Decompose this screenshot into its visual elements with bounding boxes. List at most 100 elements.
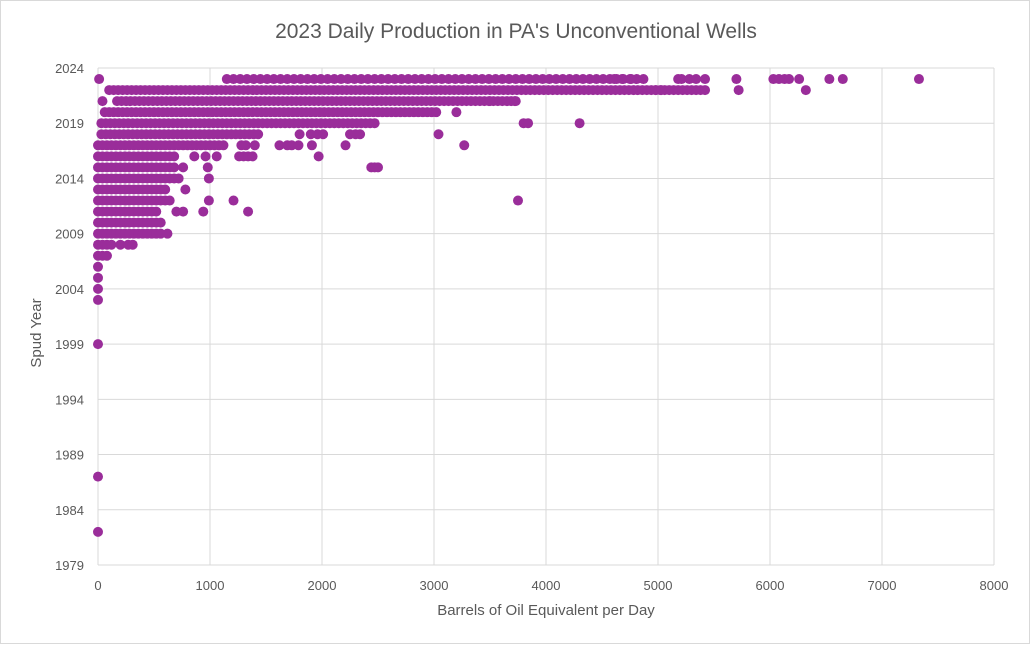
data-point — [355, 129, 366, 140]
data-point — [203, 195, 214, 206]
data-point — [656, 85, 667, 96]
data-point — [451, 107, 462, 118]
data-point — [913, 74, 924, 85]
y-tick-label: 2009 — [55, 227, 84, 242]
data-point — [178, 162, 189, 173]
data-point — [189, 151, 200, 162]
data-point — [731, 74, 742, 85]
data-point — [293, 140, 304, 151]
y-tick-label: 1994 — [55, 392, 84, 407]
data-point — [313, 151, 324, 162]
data-point — [151, 206, 162, 217]
data-point — [93, 294, 103, 305]
x-tick-label: 8000 — [980, 578, 1009, 593]
data-point — [800, 85, 811, 96]
y-tick-label: 2019 — [55, 116, 84, 131]
data-point — [180, 184, 191, 195]
data-point — [198, 206, 209, 217]
x-tick-label: 1000 — [196, 578, 225, 593]
y-tick-label: 2004 — [55, 282, 84, 297]
y-tick-label: 2014 — [55, 171, 84, 186]
data-point — [638, 74, 649, 85]
data-point — [523, 118, 534, 129]
x-tick-label: 2000 — [308, 578, 337, 593]
data-point — [106, 239, 117, 250]
y-tick-label: 1989 — [55, 448, 84, 463]
y-tick-label: 2024 — [55, 61, 84, 76]
data-point — [509, 96, 520, 107]
data-point — [155, 217, 166, 228]
data-point — [93, 471, 103, 482]
data-point — [294, 129, 305, 140]
data-point — [340, 140, 351, 151]
x-tick-label: 5000 — [644, 578, 673, 593]
data-point — [93, 261, 103, 272]
data-point — [200, 151, 211, 162]
data-point — [228, 195, 239, 206]
data-point — [93, 526, 103, 537]
x-tick-label: 0 — [94, 578, 101, 593]
data-point — [94, 74, 105, 85]
x-tick-label: 4000 — [532, 578, 561, 593]
data-point — [700, 85, 711, 96]
data-point — [306, 140, 317, 151]
data-point — [617, 74, 628, 85]
data-point — [173, 173, 184, 184]
data-point — [93, 339, 103, 350]
data-point — [178, 206, 189, 217]
data-point — [626, 74, 637, 85]
data-point — [93, 283, 103, 294]
data-point — [101, 250, 112, 261]
data-point — [318, 129, 329, 140]
data-point — [794, 74, 805, 85]
x-tick-labels: 0 1000 2000 3000 4000 5000 6000 7000 8000 — [94, 578, 1008, 593]
data-point — [369, 118, 380, 129]
data-point — [249, 140, 260, 151]
data-point — [169, 162, 180, 173]
data-point — [513, 195, 523, 206]
x-tick-label: 3000 — [420, 578, 449, 593]
data-point — [240, 140, 251, 151]
data-point — [162, 228, 173, 239]
y-axis-title: Spud Year — [28, 298, 45, 367]
data-point — [203, 173, 214, 184]
data-point — [574, 118, 585, 129]
data-point — [243, 206, 254, 217]
data-point — [93, 272, 103, 283]
data-point — [115, 239, 126, 250]
data-point — [160, 184, 171, 195]
data-point — [431, 107, 442, 118]
data-point — [837, 74, 848, 85]
x-tick-label: 7000 — [868, 578, 897, 593]
x-axis-title: Barrels of Oil Equivalent per Day — [437, 602, 655, 619]
data-point — [211, 151, 222, 162]
data-point — [218, 140, 229, 151]
data-point — [824, 74, 835, 85]
data-point — [127, 239, 138, 250]
data-point — [274, 140, 285, 151]
chart-title: 2023 Daily Production in PA's Unconventi… — [275, 20, 757, 43]
data-point — [169, 151, 180, 162]
data-point — [784, 74, 795, 85]
y-tick-labels: 1979 1984 1989 1994 1999 2004 2009 2014 2019 2024 — [55, 61, 84, 573]
data-point — [164, 195, 175, 206]
data-point — [609, 74, 620, 85]
data-point — [247, 151, 258, 162]
data-point — [373, 162, 383, 173]
y-tick-label: 1984 — [55, 503, 84, 518]
data-point — [433, 129, 444, 140]
data-point — [253, 129, 264, 140]
data-point — [700, 74, 711, 85]
y-tick-label: 1979 — [55, 558, 84, 573]
data-point — [202, 162, 213, 173]
data-point — [676, 74, 687, 85]
data-point — [485, 96, 495, 107]
data-points — [93, 74, 924, 537]
x-tick-label: 6000 — [756, 578, 785, 593]
gridlines — [97, 67, 995, 566]
data-point — [97, 96, 108, 107]
data-point — [691, 74, 702, 85]
y-tick-label: 1999 — [55, 337, 84, 352]
